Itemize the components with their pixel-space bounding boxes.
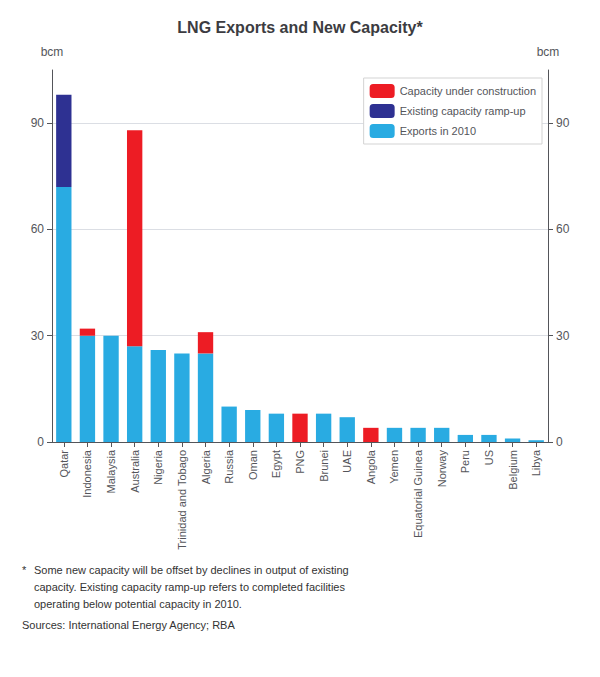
svg-text:Nigeria: Nigeria bbox=[152, 449, 164, 485]
svg-text:operating below potential capa: operating below potential capacity in 20… bbox=[34, 598, 242, 610]
svg-text:Malaysia: Malaysia bbox=[105, 449, 117, 493]
svg-text:Russia: Russia bbox=[223, 449, 235, 484]
svg-text:Sources: International Energy: Sources: International Energy Agency; RB… bbox=[22, 619, 235, 631]
svg-text:Belgium: Belgium bbox=[507, 450, 519, 490]
svg-text:Capacity under construction: Capacity under construction bbox=[400, 85, 536, 97]
svg-text:30: 30 bbox=[556, 329, 570, 343]
svg-text:PNG: PNG bbox=[294, 450, 306, 474]
svg-text:0: 0 bbox=[556, 435, 563, 449]
svg-text:90: 90 bbox=[556, 116, 570, 130]
svg-text:90: 90 bbox=[31, 116, 45, 130]
svg-text:Trinidad and Tobago: Trinidad and Tobago bbox=[176, 450, 188, 550]
svg-text:Norway: Norway bbox=[436, 450, 448, 488]
svg-text:Equatorial Guinea: Equatorial Guinea bbox=[412, 449, 424, 538]
svg-text:60: 60 bbox=[31, 222, 45, 236]
svg-text:0: 0 bbox=[37, 435, 44, 449]
svg-text:Qatar: Qatar bbox=[58, 450, 70, 478]
svg-text:UAE: UAE bbox=[341, 450, 353, 473]
svg-text:Exports in 2010: Exports in 2010 bbox=[400, 125, 476, 137]
svg-text:bcm: bcm bbox=[537, 45, 560, 59]
svg-text:Existing capacity ramp-up: Existing capacity ramp-up bbox=[400, 105, 526, 117]
svg-text:Algeria: Algeria bbox=[200, 449, 212, 484]
svg-text:Oman: Oman bbox=[247, 450, 259, 480]
svg-text:Peru: Peru bbox=[459, 450, 471, 473]
svg-text:Egypt: Egypt bbox=[270, 450, 282, 478]
svg-text:US: US bbox=[483, 450, 495, 465]
svg-text:capacity. Existing capacity ra: capacity. Existing capacity ramp-up refe… bbox=[34, 581, 345, 593]
svg-text:bcm: bcm bbox=[41, 45, 64, 59]
svg-text:Angola: Angola bbox=[365, 449, 377, 484]
svg-text:Yemen: Yemen bbox=[388, 450, 400, 484]
svg-text:Australia: Australia bbox=[129, 449, 141, 493]
svg-text:Libya: Libya bbox=[530, 449, 542, 476]
svg-text:30: 30 bbox=[31, 329, 45, 343]
svg-text:Some new capacity will be offs: Some new capacity will be offset by decl… bbox=[34, 564, 349, 576]
svg-text:Indonesia: Indonesia bbox=[81, 449, 93, 498]
svg-text:LNG Exports and New Capacity*: LNG Exports and New Capacity* bbox=[177, 19, 423, 36]
svg-text:Brunei: Brunei bbox=[318, 450, 330, 482]
svg-text:*: * bbox=[22, 564, 27, 576]
svg-text:60: 60 bbox=[556, 222, 570, 236]
